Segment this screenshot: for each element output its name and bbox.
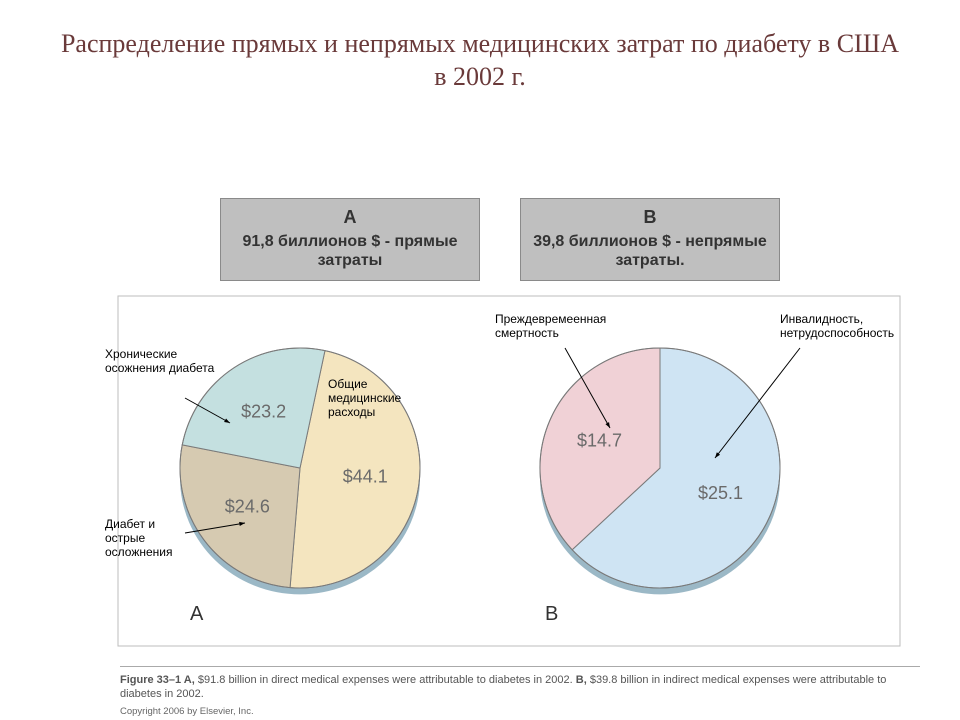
- pie-value-general: $44.1: [343, 466, 388, 486]
- pie-value-chronic: $24.6: [225, 497, 270, 517]
- pie-value-acute: $23.2: [241, 402, 286, 422]
- ann-mortality: Преждевремеенная смертность: [495, 313, 625, 341]
- ann-chronic: Хронические осожнения диабета: [105, 348, 235, 376]
- caption-mid: B,: [576, 674, 587, 686]
- ann-general: Общие медицинские расходы: [328, 378, 428, 419]
- bottom-letter-b: B: [545, 603, 558, 626]
- bottom-letter-a: A: [190, 603, 203, 626]
- figure-caption: Figure 33–1 A, $91.8 billion in direct m…: [120, 666, 920, 718]
- pie-value-mortality: $14.7: [577, 430, 622, 450]
- caption-copyright: Copyright 2006 by Elsevier, Inc.: [120, 706, 920, 718]
- caption-lead: Figure 33–1 A,: [120, 674, 195, 686]
- ann-disability: Инвалидность, нетрудоспособность: [780, 313, 910, 341]
- pie-value-disability: $25.1: [698, 483, 743, 503]
- ann-acute: Диабет и острые осложнения: [105, 518, 195, 559]
- caption-body1: $91.8 billion in direct medical expenses…: [198, 674, 573, 686]
